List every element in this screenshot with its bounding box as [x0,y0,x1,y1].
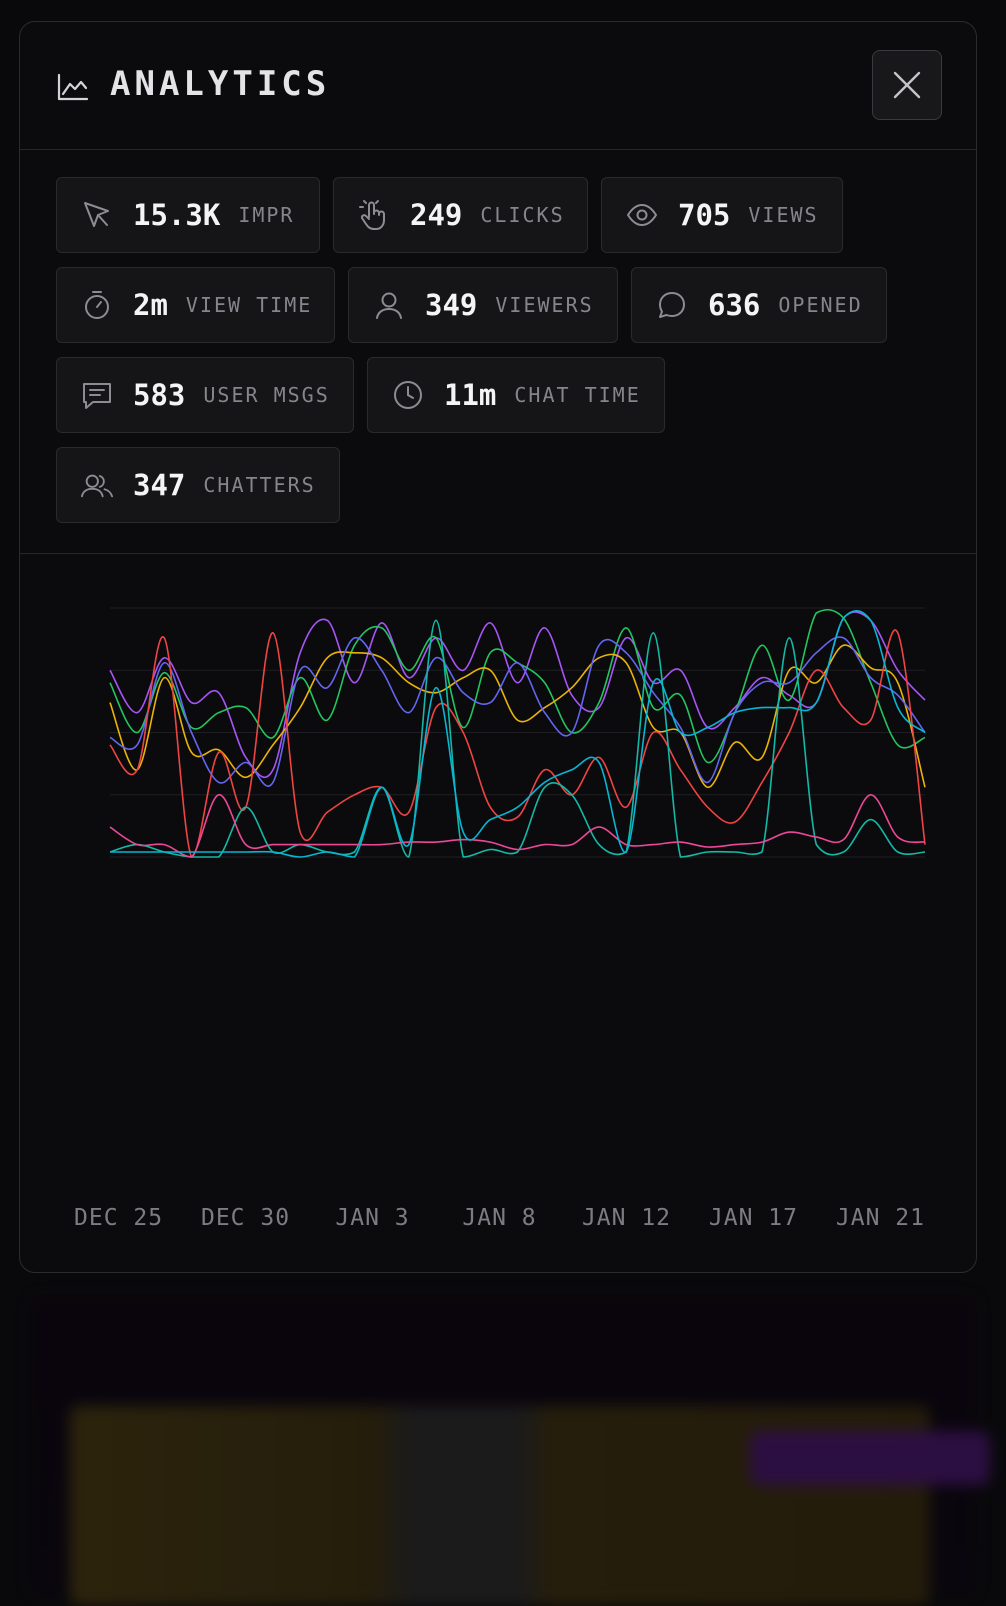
series-line-0 [109,611,926,778]
x-tick-label: JAN 17 [708,1205,799,1231]
stat-label: CLICKS [480,203,565,227]
series-line-5 [109,619,926,858]
stat-label: OPENED [778,293,863,317]
line-chart-icon [57,73,89,101]
panel-title: ANALYTICS [110,64,331,104]
cursor-arrow-icon [84,202,109,227]
analytics-panel: ANALYTICS 15.3K IMPR 249 CLICKS [19,21,977,1273]
close-icon [893,71,921,99]
eye-icon [627,204,657,226]
series-line-3 [109,636,926,787]
timer-icon [85,291,109,319]
stat-opened[interactable]: 636 OPENED [631,267,887,343]
pointer-hand-icon [359,200,385,230]
stat-value: 347 [133,468,186,502]
stat-label: USER MSGS [203,383,330,407]
stat-chat-time[interactable]: 11m CHAT TIME [367,357,665,433]
background-content [30,1296,990,1606]
users-icon [81,474,113,498]
stat-value: 583 [133,378,186,412]
panel-header: ANALYTICS [20,22,976,150]
x-axis-labels: DEC 25 DEC 30 JAN 3 JAN 8 JAN 12 JAN 17 JAN 21 [20,1205,976,1245]
stat-label: CHAT TIME [514,383,641,407]
stat-value: 15.3K [133,198,221,232]
x-tick-label: DEC 25 [74,1205,164,1231]
clock-icon [394,381,422,409]
stat-label: VIEW TIME [185,293,313,317]
x-tick-label: JAN 21 [835,1205,925,1231]
stat-chatters[interactable]: 347 CHATTERS [56,447,340,523]
series-line-6 [109,793,926,858]
section-divider [20,553,976,554]
background-button [750,1431,990,1485]
stat-label: VIEWERS [495,293,594,317]
stat-label: VIEWS [748,203,819,227]
series-line-1 [109,608,926,764]
stat-clicks[interactable]: 249 CLICKS [333,177,588,253]
close-button[interactable] [872,50,942,120]
x-tick-label: DEC 30 [200,1205,291,1231]
stat-value: 2m [133,288,168,322]
series-line-4 [109,629,926,858]
stat-label: CHATTERS [203,473,316,497]
stat-value: 249 [410,198,463,232]
stat-user-msgs[interactable]: 583 USER MSGS [56,357,354,433]
x-tick-label: JAN 12 [581,1205,672,1231]
stat-view-time[interactable]: 2m VIEW TIME [56,267,335,343]
line-chart [109,607,926,858]
x-tick-label: JAN 3 [335,1205,410,1231]
user-icon [376,292,402,319]
series-line-7 [110,610,926,858]
series-line-2 [109,644,926,789]
stat-viewers[interactable]: 349 VIEWERS [348,267,618,343]
stat-value: 349 [425,288,478,322]
stat-label: IMPR [238,203,295,227]
analytics-chart: DEC 25 DEC 30 JAN 3 JAN 8 JAN 12 JAN 17 JAN 21 [20,555,976,1272]
x-tick-label: JAN 8 [462,1205,537,1231]
stat-views[interactable]: 705 VIEWS [601,177,843,253]
stat-value: 705 [678,198,731,232]
stat-value: 11m [444,378,497,412]
stat-impressions[interactable]: 15.3K IMPR [56,177,320,253]
chat-bubble-icon [659,292,685,318]
message-square-icon [83,383,111,409]
stat-value: 636 [708,288,761,322]
